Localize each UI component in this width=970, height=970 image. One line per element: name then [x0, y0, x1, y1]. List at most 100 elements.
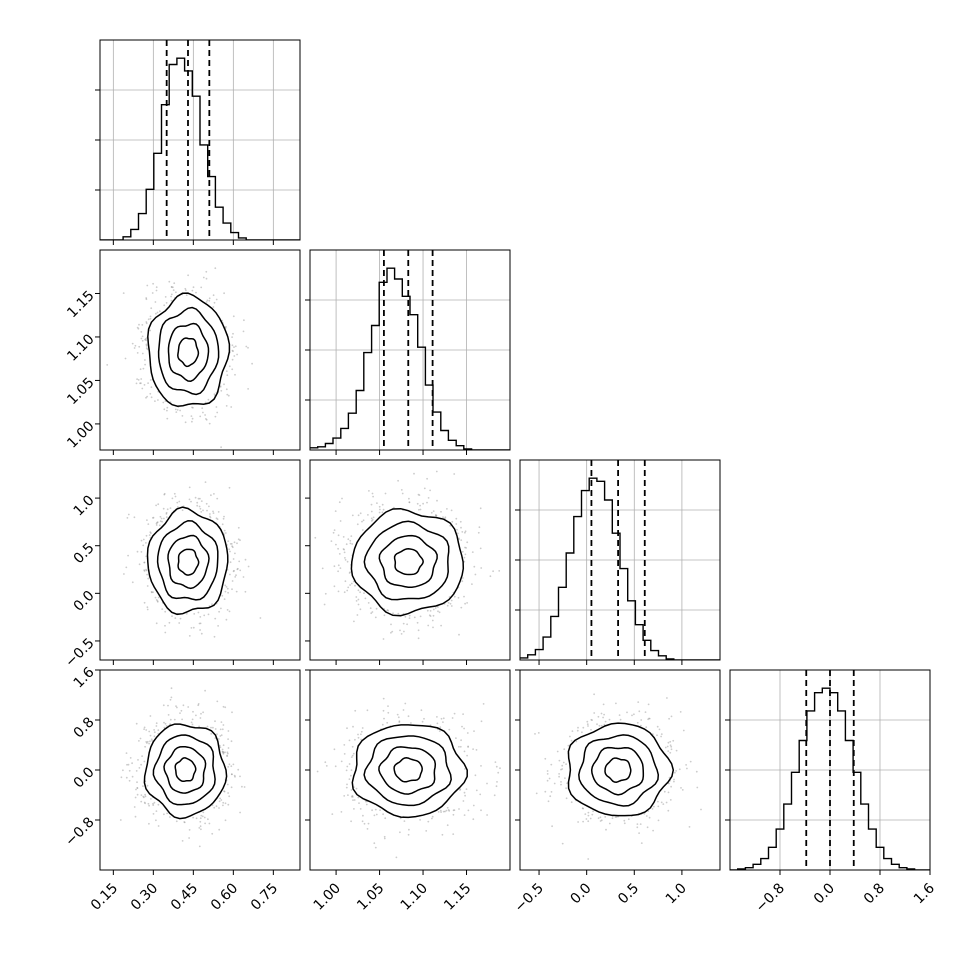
y-tick-label: 1.00 — [64, 418, 97, 451]
sample-point — [238, 560, 241, 563]
sample-point — [169, 723, 172, 726]
sample-point — [146, 740, 149, 743]
sample-point — [228, 365, 231, 368]
contour-line — [393, 757, 423, 783]
sample-point — [150, 591, 153, 593]
sample-point — [145, 337, 147, 340]
sample-point — [142, 538, 145, 541]
sample-point — [185, 612, 188, 615]
sample-point — [148, 534, 151, 536]
sample-point — [382, 697, 385, 700]
sample-point — [225, 586, 228, 588]
sample-point — [227, 747, 230, 749]
sample-point — [645, 815, 648, 817]
sample-point — [233, 569, 235, 572]
sample-point — [125, 566, 128, 569]
sample-point — [560, 783, 562, 786]
sample-point — [230, 765, 233, 768]
y-tick-label: 1.0 — [71, 492, 98, 519]
sample-point — [673, 778, 675, 781]
sample-point — [237, 526, 240, 529]
contour-line — [147, 292, 231, 407]
sample-point — [204, 414, 207, 416]
sample-point — [349, 542, 352, 545]
sample-point — [199, 629, 202, 631]
sample-point — [493, 794, 496, 797]
sample-point — [152, 282, 155, 285]
sample-point — [479, 547, 482, 550]
sample-point — [127, 513, 130, 516]
sample-point — [664, 746, 667, 749]
sample-point — [604, 720, 607, 723]
sample-point — [464, 602, 466, 605]
sample-point — [430, 511, 433, 514]
sample-point — [397, 479, 399, 482]
sample-point — [220, 446, 223, 449]
sample-point — [365, 800, 367, 803]
histogram-step — [730, 687, 930, 870]
sample-point — [161, 520, 164, 523]
sample-point — [662, 803, 665, 805]
sample-point — [672, 739, 675, 742]
sample-point — [176, 501, 179, 504]
sample-point — [146, 519, 148, 521]
sample-point — [213, 806, 216, 809]
sample-point — [141, 335, 144, 338]
sample-point — [436, 499, 438, 502]
sample-point — [460, 539, 463, 541]
sample-point — [188, 486, 191, 489]
sample-point — [162, 507, 165, 510]
sample-point — [223, 515, 225, 518]
sample-point — [591, 813, 594, 816]
sample-point — [354, 584, 356, 587]
sample-point — [139, 368, 142, 371]
sample-point — [382, 508, 385, 511]
sample-point — [696, 786, 699, 789]
sample-point — [205, 418, 208, 421]
sample-point — [144, 793, 147, 796]
sample-point — [155, 286, 158, 289]
sample-point — [390, 623, 392, 626]
sample-point — [231, 358, 234, 361]
sample-point — [670, 785, 672, 788]
sample-point — [205, 418, 207, 420]
x-tick-label: 0.15 — [88, 880, 121, 913]
sample-point — [200, 712, 202, 715]
sample-point — [163, 408, 166, 411]
sample-point — [386, 721, 389, 724]
sample-point — [435, 514, 437, 516]
sample-point — [145, 534, 148, 537]
sample-point — [150, 307, 153, 310]
sample-point — [335, 543, 337, 546]
sample-point — [566, 782, 568, 785]
sample-point — [473, 565, 476, 568]
sample-point — [342, 536, 345, 538]
sample-point — [138, 740, 140, 742]
sample-point — [372, 495, 374, 498]
x-tick-label: −0.8 — [753, 880, 788, 915]
sample-point — [192, 816, 195, 819]
sample-point — [233, 541, 236, 544]
sample-point — [163, 726, 166, 729]
sample-point — [212, 512, 215, 514]
sample-point — [218, 828, 221, 831]
sample-point — [417, 629, 420, 632]
sample-point — [198, 827, 201, 829]
sample-point — [239, 775, 241, 778]
sample-point — [202, 711, 205, 714]
sample-point — [346, 589, 349, 592]
sample-point — [146, 608, 149, 611]
sample-point — [438, 611, 441, 614]
sample-point — [355, 600, 358, 602]
sample-point — [154, 400, 156, 402]
sample-point — [228, 486, 231, 489]
sample-point — [464, 530, 467, 533]
sample-point — [200, 286, 203, 289]
sample-point — [558, 775, 560, 778]
sample-point — [459, 520, 462, 523]
sample-point — [213, 493, 215, 495]
y-tick-label: 0.0 — [71, 764, 98, 791]
sample-point — [455, 517, 458, 520]
sample-point — [437, 606, 439, 608]
sample-point — [333, 748, 336, 751]
